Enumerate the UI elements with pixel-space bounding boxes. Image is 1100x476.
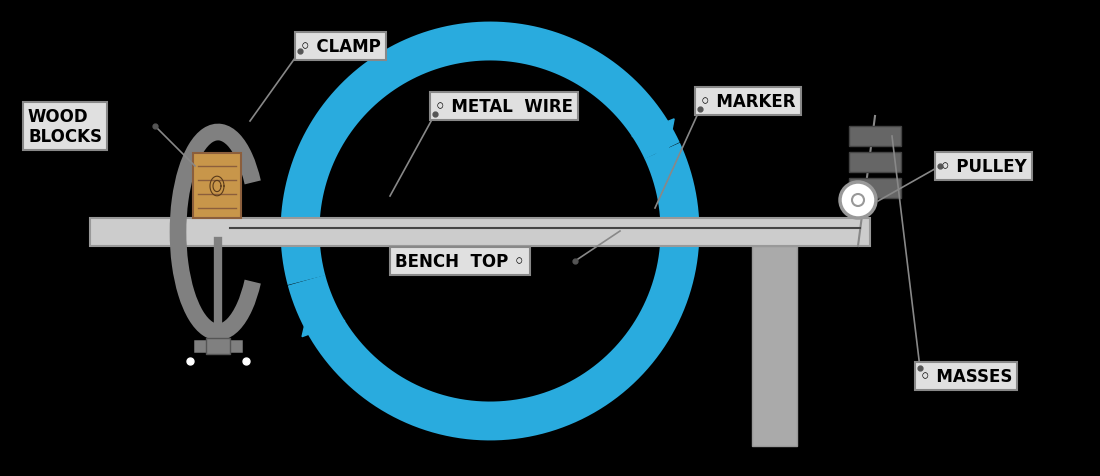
Text: BENCH  TOP ◦: BENCH TOP ◦ [395,252,525,270]
Bar [206,338,230,354]
Bar [849,153,901,173]
Text: WOOD
BLOCKS: WOOD BLOCKS [28,108,102,146]
Bar [752,247,798,446]
Text: ◦ CLAMP: ◦ CLAMP [300,38,381,56]
Polygon shape [302,297,344,337]
Circle shape [852,195,864,207]
Circle shape [840,183,876,218]
Bar [192,154,241,218]
Bar [849,127,901,147]
Text: ◦ METAL  WIRE: ◦ METAL WIRE [434,98,573,116]
Polygon shape [632,119,674,160]
Text: ◦ MARKER: ◦ MARKER [700,93,795,111]
Bar [849,178,901,198]
Bar [90,218,870,247]
Text: ◦ PULLEY: ◦ PULLEY [940,158,1026,176]
Text: ◦ MASSES: ◦ MASSES [920,367,1012,385]
